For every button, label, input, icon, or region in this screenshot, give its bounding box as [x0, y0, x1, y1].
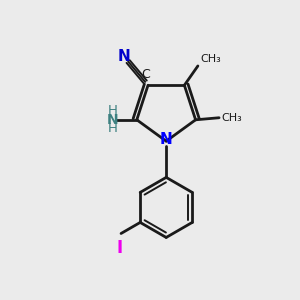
Text: H: H: [108, 104, 118, 118]
Text: I: I: [116, 239, 123, 257]
Text: CH₃: CH₃: [221, 113, 242, 123]
Text: CH₃: CH₃: [200, 54, 221, 64]
Text: H: H: [108, 122, 118, 135]
Text: N: N: [160, 132, 172, 147]
Text: N: N: [107, 113, 118, 127]
Text: C: C: [142, 68, 151, 82]
Text: N: N: [118, 49, 130, 64]
